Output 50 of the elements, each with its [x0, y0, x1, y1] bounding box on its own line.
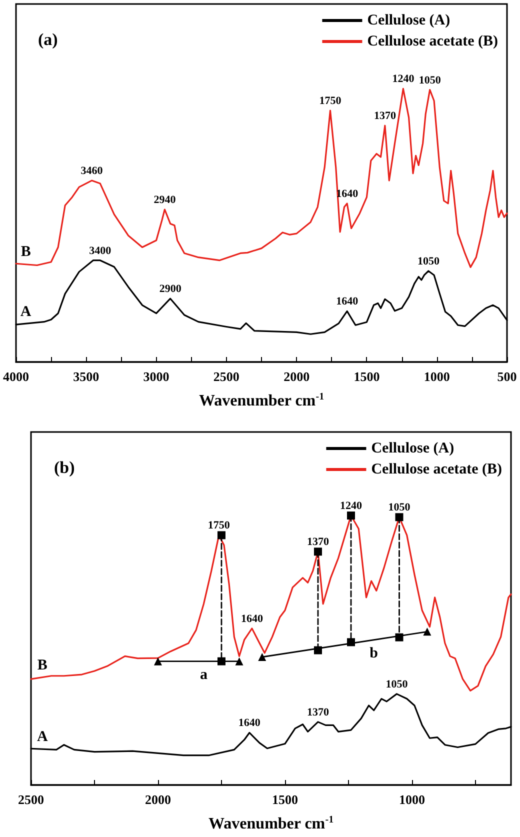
- point: [314, 548, 322, 556]
- chart-title: (b): [54, 458, 75, 477]
- legend-label: Cellulose acetate (B): [367, 34, 498, 50]
- x-tick-label: 2500: [213, 369, 240, 384]
- x-tick-label: 2500: [18, 792, 44, 807]
- annotation: 3460: [80, 165, 104, 178]
- point: [314, 646, 322, 654]
- annotation: 3400: [89, 244, 112, 257]
- x-tick-label: 2000: [144, 792, 171, 807]
- legend-label: Cellulose acetate (B): [371, 462, 502, 478]
- legend-label: Cellulose (A): [367, 12, 450, 28]
- annotation: 1050: [418, 74, 442, 86]
- legend-label: Cellulose (A): [371, 440, 454, 456]
- annotation: 2940: [154, 194, 176, 206]
- annotation: 2900: [159, 283, 182, 296]
- annotation: A: [37, 729, 48, 746]
- x-tick-label: 4000: [3, 369, 29, 384]
- x-tick-label: 1000: [424, 369, 450, 384]
- point: [217, 531, 226, 540]
- annotation: 1640: [336, 296, 359, 308]
- x-tick-label: 1000: [398, 792, 425, 807]
- annotation: A: [20, 304, 32, 320]
- annotation: 1050: [388, 502, 411, 514]
- annotation: 1640: [238, 717, 261, 730]
- x-tick-label: 3500: [73, 369, 100, 384]
- annotation: 1240: [340, 500, 362, 512]
- x-tick-label: 3000: [143, 369, 170, 384]
- annotation: 1370: [374, 110, 396, 122]
- chart-title: (a): [38, 30, 58, 49]
- x-tick-label: 1500: [354, 369, 380, 384]
- annotation: b: [370, 645, 378, 662]
- point: [347, 512, 355, 520]
- point: [395, 633, 404, 642]
- annotation: 1750: [319, 95, 342, 108]
- point: [395, 513, 404, 522]
- x-tick-label: 500: [497, 369, 517, 384]
- annotation: 1240: [392, 73, 415, 86]
- annotation: B: [20, 244, 31, 260]
- annotation: B: [37, 658, 48, 674]
- annotation: 1640: [240, 612, 264, 625]
- point: [217, 657, 226, 666]
- annotation: 1050: [417, 255, 440, 268]
- x-tick-label: 2000: [284, 369, 310, 384]
- annotation: a: [200, 666, 208, 683]
- annotation: 1370: [306, 536, 330, 548]
- point: [347, 638, 355, 646]
- annotation: 1050: [386, 678, 408, 690]
- x-tick-label: 1500: [272, 792, 298, 807]
- annotation: 1370: [306, 706, 330, 718]
- annotation: 1750: [208, 520, 230, 532]
